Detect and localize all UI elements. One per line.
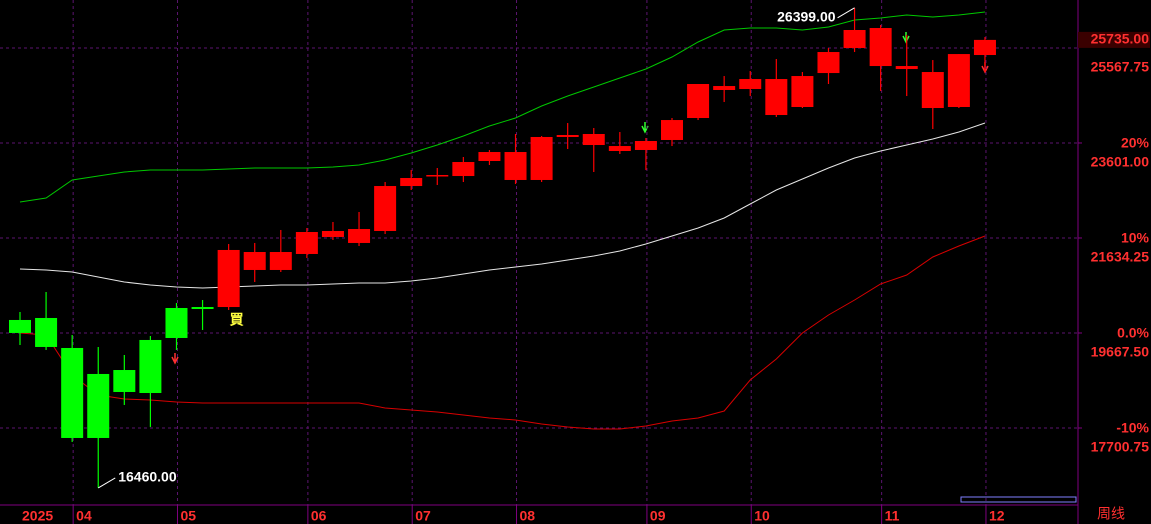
x-tick-label: 10: [754, 508, 770, 524]
candle-body: [869, 28, 892, 67]
y-tick-label: 23601.00: [1091, 154, 1150, 170]
period-label: 周线: [1097, 506, 1125, 522]
candle-body: [713, 86, 736, 90]
candle-body: [478, 152, 501, 161]
x-tick-label: 09: [650, 508, 666, 524]
scrollbar: [960, 496, 1077, 503]
candle-body: [452, 162, 475, 177]
candle-body: [400, 178, 423, 187]
candle-body: [687, 84, 710, 119]
candle-body: [139, 339, 162, 394]
y-tick-label: 21634.25: [1091, 249, 1150, 265]
candle-body: [504, 152, 527, 180]
candle-body: [947, 54, 970, 107]
buy-label: 買: [230, 312, 245, 328]
signal-arrow: [902, 32, 910, 44]
candle-body: [817, 52, 840, 74]
x-tick-label: 07: [415, 508, 431, 524]
candle-body: [921, 72, 944, 109]
y-tick-label: 25567.75: [1091, 59, 1150, 75]
candle-body: [556, 135, 579, 137]
annotation-leader: [97, 477, 116, 489]
x-tick-label: 06: [311, 508, 327, 524]
y-tick-label: 19667.50: [1091, 344, 1150, 360]
max-label: 26399.00: [777, 9, 836, 25]
last-price-box: [1078, 31, 1150, 48]
x-tick-label: 11: [885, 508, 900, 524]
candle-body: [191, 307, 214, 310]
candle-body: [426, 175, 449, 177]
band-line: [19, 122, 986, 289]
y-tick-label: 17700.75: [1091, 439, 1150, 455]
y2-tick-label: -10%: [1116, 420, 1149, 436]
candle-body: [895, 66, 918, 70]
candle-body: [165, 307, 188, 338]
candle-body: [217, 249, 240, 308]
candle-body: [35, 317, 58, 347]
y2-tick-label: 10%: [1121, 230, 1150, 246]
candle-body: [739, 79, 762, 90]
x-tick-label: 05: [180, 508, 196, 524]
candle-body: [269, 252, 292, 270]
signal-arrow: [171, 353, 179, 365]
min-label: 16460.00: [118, 469, 177, 485]
y2-tick-label: 0.0%: [1117, 325, 1149, 341]
candle-body: [87, 373, 110, 438]
band-line: [19, 11, 986, 203]
y2-tick-label: 20%: [1121, 135, 1150, 151]
candle-body: [973, 39, 996, 56]
candle-body: [661, 120, 683, 140]
x-tick-label: 04: [76, 508, 92, 524]
band-line: [19, 235, 986, 430]
candle-body: [634, 141, 657, 150]
candle-body: [582, 133, 605, 146]
candle-body: [608, 146, 631, 151]
year-label: 2025: [22, 508, 53, 524]
candle-body: [530, 136, 553, 180]
candle-body: [374, 186, 397, 231]
annotation-leader: [837, 7, 855, 19]
x-tick-label: 12: [989, 508, 1005, 524]
candle-body: [9, 319, 31, 333]
candle-body: [321, 230, 344, 237]
candle-body: [843, 29, 866, 49]
candle-body: [348, 229, 371, 243]
candle-body: [791, 76, 814, 107]
candle-body: [243, 252, 266, 270]
candle-body: [765, 79, 788, 116]
candle-body: [113, 370, 136, 392]
last-price-label: 25735.00: [1091, 31, 1150, 47]
x-tick-label: 08: [520, 508, 536, 524]
candle-body: [295, 232, 318, 254]
candle-body: [61, 347, 84, 438]
